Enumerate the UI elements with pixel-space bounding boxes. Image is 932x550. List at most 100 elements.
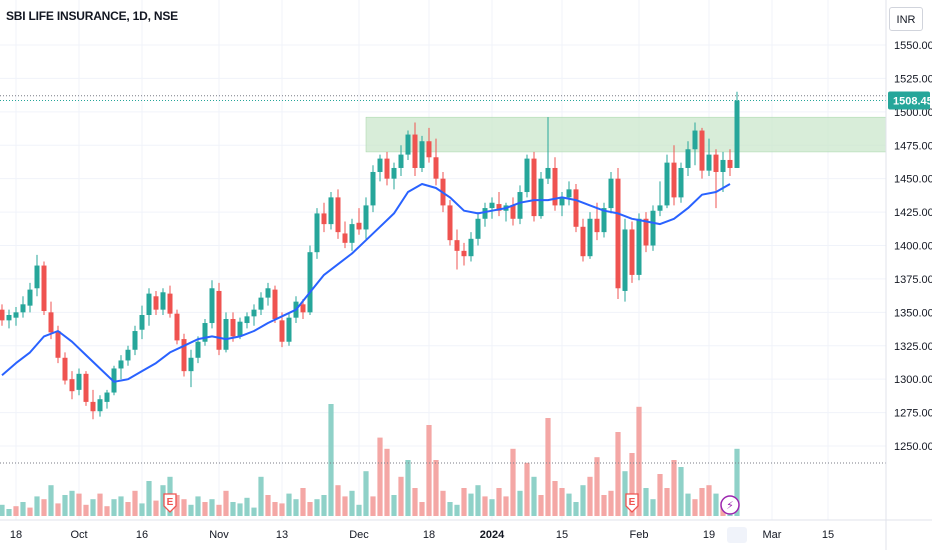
candle <box>377 154 383 182</box>
candle <box>622 218 628 302</box>
volume-bar <box>55 503 61 516</box>
volume-bar <box>398 476 404 516</box>
time-axis[interactable]: 18 Oct 16 Nov 13 Dec 18 2024 15 Feb 19 Mar 15 <box>10 529 834 541</box>
candle-body <box>531 158 537 217</box>
candle <box>209 280 215 329</box>
volume-bar <box>447 502 453 516</box>
candle-body <box>594 218 600 233</box>
candle-body <box>237 321 243 337</box>
volume-bar <box>622 471 628 516</box>
volume-bar <box>608 490 614 516</box>
candle <box>104 389 110 409</box>
symbol-title[interactable]: SBI LIFE INSURANCE, 1D, NSE <box>6 9 178 23</box>
candle <box>202 319 208 346</box>
candle-body <box>412 134 418 168</box>
volume-bar <box>188 504 194 516</box>
volume-bar <box>482 496 488 516</box>
candle-body <box>671 162 677 198</box>
candle-body <box>391 167 397 179</box>
volume-bar <box>258 476 264 516</box>
candle-body <box>202 323 208 342</box>
candle-body <box>720 159 726 172</box>
candle <box>727 149 733 176</box>
candle <box>468 232 474 262</box>
candle-body <box>545 167 551 179</box>
price-tick-label: 1500.00 <box>894 107 932 119</box>
volume-bar <box>321 495 327 516</box>
candle-body <box>587 218 593 257</box>
candle-body <box>209 288 215 324</box>
candle <box>160 288 166 316</box>
candle <box>496 192 502 217</box>
candle-body <box>139 315 145 330</box>
price-tick-label: 1425.00 <box>894 207 932 219</box>
lightning-label: ⚡ <box>726 499 734 512</box>
earnings-icon <box>163 493 177 513</box>
candle <box>433 138 439 186</box>
volume-bar <box>244 497 250 516</box>
candle <box>195 336 201 364</box>
candle <box>335 189 341 239</box>
candle-body <box>83 373 89 402</box>
volume-bar <box>503 496 509 516</box>
candle-body <box>447 205 453 241</box>
volume-bar <box>524 462 530 516</box>
candle-body <box>363 205 369 230</box>
candle <box>90 389 96 420</box>
candle <box>27 282 33 313</box>
volume-bar <box>468 493 474 516</box>
candle <box>6 309 12 329</box>
candle <box>76 368 82 396</box>
volume-bar <box>13 506 19 516</box>
candle-body <box>524 158 530 193</box>
candle-body <box>216 290 222 350</box>
candle-body <box>251 309 257 317</box>
volume-bar <box>230 502 236 516</box>
candle <box>83 371 89 406</box>
candle <box>125 345 131 366</box>
moving-average-line <box>1 183 731 383</box>
volume-bar <box>139 503 145 516</box>
candle-body <box>272 289 278 320</box>
volume-bar <box>314 499 320 516</box>
candle <box>132 325 138 356</box>
volume-bar <box>594 457 600 516</box>
earnings-marker[interactable]: E <box>163 493 177 513</box>
dividend-marker[interactable]: ⚡ <box>720 495 740 515</box>
volume-bar <box>216 504 222 516</box>
volume-bar <box>601 495 607 516</box>
candle <box>538 171 544 219</box>
candle <box>62 352 68 385</box>
volume-bar <box>76 493 82 516</box>
candle-body <box>538 178 544 217</box>
time-tick-label: 18 <box>10 529 22 541</box>
earnings-marker[interactable]: E <box>625 493 639 513</box>
candle-body <box>433 157 439 179</box>
time-tick-label: 13 <box>276 529 288 541</box>
candle-body <box>461 250 467 257</box>
candle-body <box>335 197 341 233</box>
price-tick-label: 1375.00 <box>894 274 932 286</box>
candle <box>307 245 313 316</box>
price-axis[interactable]: 1550.00 1525.00 1500.00 1475.00 1450.00 1425.… <box>894 40 932 453</box>
volume-bar <box>419 502 425 516</box>
candle-body <box>475 218 481 239</box>
last-price-bg <box>888 91 930 110</box>
candle <box>286 312 292 346</box>
currency-selector[interactable]: INR <box>889 7 923 31</box>
candle <box>629 221 635 283</box>
candle <box>510 197 516 226</box>
candle <box>461 242 467 266</box>
candle-body <box>62 357 68 381</box>
volume-bar <box>48 485 54 516</box>
candle <box>251 304 257 326</box>
volume-bar <box>62 495 68 516</box>
candle-body <box>727 159 733 168</box>
volume-bar <box>706 485 712 516</box>
candle <box>552 157 558 211</box>
candle <box>643 212 649 253</box>
volume-bar <box>335 485 341 516</box>
volume-bar <box>377 437 383 516</box>
volume-bar <box>104 506 110 516</box>
